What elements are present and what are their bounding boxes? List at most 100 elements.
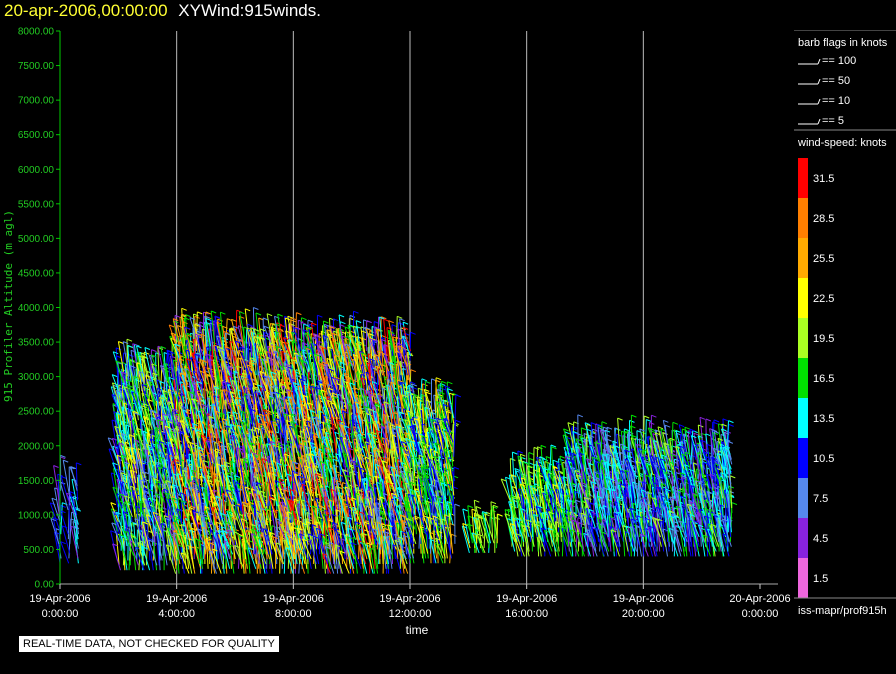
- wind-barb: [137, 474, 142, 503]
- wind-barb: [173, 459, 183, 482]
- wind-barb-flag: [164, 515, 170, 518]
- wind-barb: [152, 542, 158, 571]
- wind-barb: [218, 530, 226, 555]
- wind-barb: [176, 508, 187, 536]
- wind-barb-flag: [116, 511, 122, 515]
- wind-barb: [122, 341, 130, 377]
- wind-barb-flag: [204, 315, 210, 319]
- wind-barb: [193, 546, 202, 569]
- wind-barb: [145, 443, 157, 469]
- wind-barb: [169, 438, 178, 463]
- wind-barb-flag: [70, 525, 77, 529]
- wind-barb: [194, 353, 203, 386]
- wind-barb-flag: [53, 465, 59, 468]
- wind-barb: [216, 346, 227, 371]
- wind-barb-flag: [63, 459, 69, 463]
- wind-barb: [207, 437, 213, 468]
- wind-barb: [124, 441, 134, 464]
- wind-barb: [135, 427, 145, 450]
- wind-barb: [201, 527, 209, 555]
- wind-barb: [194, 538, 201, 565]
- wind-barb-flag: [189, 317, 196, 320]
- wind-barb: [214, 393, 218, 424]
- wind-barb-flag: [149, 460, 156, 464]
- wind-barb: [213, 355, 221, 386]
- wind-barb: [201, 360, 212, 390]
- wind-barb-flag: [301, 317, 307, 321]
- wind-barb-flag: [112, 374, 118, 378]
- wind-barb: [108, 448, 118, 474]
- wind-barb-flag: [149, 409, 156, 413]
- wind-barb-flag: [138, 370, 145, 374]
- wind-barb: [178, 358, 189, 386]
- wind-barb: [172, 473, 181, 497]
- wind-barb: [201, 487, 210, 516]
- wind-barb-flag: [186, 513, 192, 517]
- wind-barb: [153, 517, 156, 547]
- wind-barb-flag: [194, 388, 200, 392]
- wind-barb: [212, 359, 219, 390]
- wind-barb-flag: [50, 518, 57, 522]
- wind-barb-flag: [167, 420, 173, 424]
- wind-barb: [168, 405, 177, 429]
- wind-barb: [177, 325, 186, 357]
- wind-barb-flag: [202, 459, 209, 463]
- wind-barb-flag: [143, 415, 149, 419]
- wind-barb-flag: [207, 452, 213, 455]
- wind-barb-flag: [133, 410, 139, 414]
- wind-barb: [168, 514, 177, 545]
- wind-barb-flag: [111, 472, 117, 476]
- wind-barb: [116, 434, 124, 460]
- wind-barb: [142, 461, 146, 493]
- wind-barb: [186, 483, 195, 511]
- wind-barb: [205, 404, 209, 439]
- title-product: XYWind:915winds.: [178, 1, 321, 20]
- wind-barb: [148, 539, 158, 566]
- wind-barb: [122, 511, 133, 542]
- wind-barb-flag: [121, 371, 127, 375]
- wind-barb: [167, 350, 175, 382]
- wind-barb-flag: [144, 351, 150, 355]
- wind-barb-flag: [262, 317, 269, 321]
- wind-barb: [110, 472, 119, 508]
- wind-barb-flag: [146, 443, 152, 447]
- wind-barb: [114, 426, 125, 455]
- wind-barb: [217, 486, 221, 521]
- wind-barb: [111, 438, 121, 464]
- wind-barb-flag: [192, 370, 199, 374]
- wind-barb: [191, 353, 200, 386]
- wind-barb: [157, 466, 170, 493]
- wind-barb: [204, 316, 209, 347]
- wind-barb-flag: [160, 523, 167, 526]
- wind-barb: [170, 500, 180, 526]
- wind-barb: [163, 363, 166, 397]
- wind-barb: [203, 482, 211, 507]
- wind-barb: [142, 546, 151, 571]
- wind-barb-flag: [171, 497, 178, 501]
- wind-barb-flag: [119, 493, 125, 497]
- wind-barb: [136, 362, 144, 397]
- wind-barb-flag: [152, 511, 159, 515]
- wind-barb: [216, 463, 224, 487]
- wind-barb-flag: [188, 506, 195, 510]
- wind-barb-flag: [138, 500, 144, 504]
- wind-barb-flag: [155, 493, 161, 497]
- wind-barb-flag: [170, 431, 176, 435]
- wind-barb-flag: [112, 462, 118, 466]
- wind-barb: [192, 382, 198, 419]
- wind-barb: [217, 441, 224, 468]
- wind-barb: [75, 462, 78, 501]
- wind-barb-flag: [190, 505, 196, 509]
- wind-barb-flag: [141, 484, 148, 488]
- wind-barb-flag: [218, 440, 224, 444]
- wind-barb-flag: [146, 378, 153, 382]
- wind-barb-flag: [201, 486, 207, 490]
- wind-barb: [205, 353, 215, 381]
- wind-barb-flag: [216, 532, 222, 536]
- wind-barb-flag: [157, 345, 164, 349]
- wind-barb-flag: [207, 367, 213, 371]
- wind-barb-flag: [143, 494, 149, 498]
- wind-barb: [121, 406, 128, 440]
- chart-title: 20-apr-2006,00:00:00 XYWind:915winds.: [4, 1, 321, 21]
- wind-barb: [194, 445, 200, 482]
